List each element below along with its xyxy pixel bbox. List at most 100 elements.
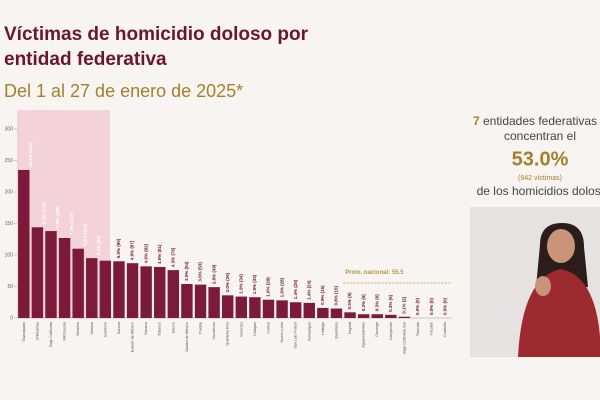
bar (113, 261, 125, 318)
x-tick-label: Durango (375, 322, 379, 337)
value-label: 0.0% (0) (429, 297, 434, 315)
x-tick-label: Jalisco (171, 322, 175, 334)
x-tick-label: Puebla (199, 321, 203, 334)
note-share: 53.0% (512, 148, 569, 170)
value-label: 8.1% (144) (42, 202, 47, 225)
x-tick-label: Veracruz (239, 322, 243, 337)
bar (357, 314, 370, 318)
value-label: 4.9% (87) (130, 240, 135, 260)
value-label: 2.0% (36) (225, 272, 230, 292)
bar (181, 283, 193, 318)
bar (140, 266, 152, 318)
x-tick-label: Ciudad de México (185, 322, 189, 352)
value-label: 4.6% (81) (157, 244, 162, 264)
value-label: 1.9% (34) (238, 274, 243, 294)
value-label: 6.2% (110) (82, 223, 87, 245)
x-tick-label: Tamaulipas (307, 322, 311, 341)
value-label: 1.9% (33) (252, 274, 257, 294)
y-tick-label: 150 (5, 221, 14, 227)
x-tick-label: Estado de México (131, 322, 135, 352)
average-text: Prom. nacional: (345, 270, 390, 276)
value-label: 5.1% (91) (110, 238, 115, 258)
x-tick-label: Tabasco (158, 322, 162, 336)
x-tick-label: Tlaxcala (416, 321, 420, 336)
note-line: concentran el (504, 129, 576, 143)
x-tick-label: Chiapas (253, 322, 257, 336)
bar (385, 314, 397, 318)
x-tick-label: San Luis Potosí (294, 321, 298, 349)
value-label: 0.5% (9) (347, 292, 352, 310)
note-victims: (942 víctimas) (518, 175, 562, 182)
value-label: 0.8% (15) (334, 286, 339, 306)
x-tick-label: Hidalgo (321, 322, 325, 335)
value-label: 4.3% (76) (171, 247, 176, 267)
x-tick-label: Sinaloa (90, 321, 94, 335)
x-tick-label: Nayarit (348, 321, 352, 334)
bar (45, 231, 57, 318)
x-tick-label: Zacatecas (212, 322, 216, 340)
interpreter (470, 207, 600, 357)
value-label: 7.1% (127) (69, 212, 74, 235)
bar (317, 307, 329, 318)
value-label: 5.0% (90) (116, 238, 121, 258)
x-tick-label: Quintana Roo (226, 322, 230, 345)
bar (126, 263, 139, 318)
bar (289, 302, 302, 318)
note-lead: 7 (473, 114, 480, 128)
bar (371, 314, 383, 318)
y-tick-label: 50 (7, 284, 13, 290)
chart-title: entidad federativa (4, 49, 167, 70)
average-label: Prom. nacional: 55.5 (345, 270, 404, 276)
value-label: 1.4% (24) (306, 280, 311, 300)
bar (249, 297, 261, 318)
y-tick-label: 300 (5, 126, 14, 132)
x-tick-label: Baja California Sur (402, 321, 406, 353)
value-label: 1.4% (25) (293, 279, 298, 299)
bar (154, 266, 166, 318)
x-tick-label: Oaxaca (144, 321, 148, 335)
note-line: 7 entidades federativas (473, 114, 597, 128)
bar (31, 227, 44, 318)
bar (221, 295, 234, 318)
value-label: 0.0% (0) (442, 297, 447, 315)
value-label: 0.3% (6) (361, 294, 366, 312)
x-tick-label: Morelos (76, 322, 80, 336)
y-tick-label: 0 (10, 315, 13, 321)
x-tick-label: Guerrero (103, 322, 107, 337)
value-label: 1.6% (29) (266, 277, 271, 297)
bar (194, 284, 207, 318)
bar (303, 302, 315, 318)
y-tick-label: 250 (5, 158, 14, 164)
x-tick-label: Michoacán (63, 322, 67, 340)
value-label: 0.3% (5) (388, 294, 393, 312)
bar (344, 312, 356, 318)
x-tick-label: Querétaro (334, 322, 338, 339)
note-line: de los homicidios dolosos (477, 184, 600, 198)
x-tick-label: Chihuahua (35, 321, 39, 340)
bar (398, 316, 411, 318)
x-tick-label: Nuevo León (280, 322, 284, 342)
chart-subtitle: Del 1 al 27 de enero de 2025* (4, 81, 243, 101)
chart-title: Víctimas de homicidio doloso por (4, 24, 309, 45)
x-tick-label: Aguascalientes (362, 322, 366, 348)
y-tick-label: 200 (5, 189, 14, 195)
x-tick-label: Coahuila (443, 321, 447, 337)
face (547, 229, 575, 263)
bar (167, 270, 180, 318)
value-label: 3.0% (54) (184, 261, 189, 281)
bar (235, 296, 248, 318)
x-tick-label: Guanajuato (22, 322, 26, 342)
value-label: 2.8% (49) (211, 264, 216, 284)
value-label: 0.1% (2) (402, 296, 407, 314)
value-label: 0.0% (0) (415, 297, 420, 315)
bar (86, 258, 98, 318)
bar (208, 287, 220, 318)
x-tick-label: Colima (266, 321, 270, 334)
value-label: 4.6% (82) (143, 243, 148, 263)
value-label: 3.0% (53) (198, 262, 203, 282)
hand (535, 276, 551, 296)
value-label: 0.9% (16) (320, 285, 325, 305)
x-tick-label: Baja California (49, 321, 53, 347)
x-tick-label: Campeche (389, 322, 393, 340)
